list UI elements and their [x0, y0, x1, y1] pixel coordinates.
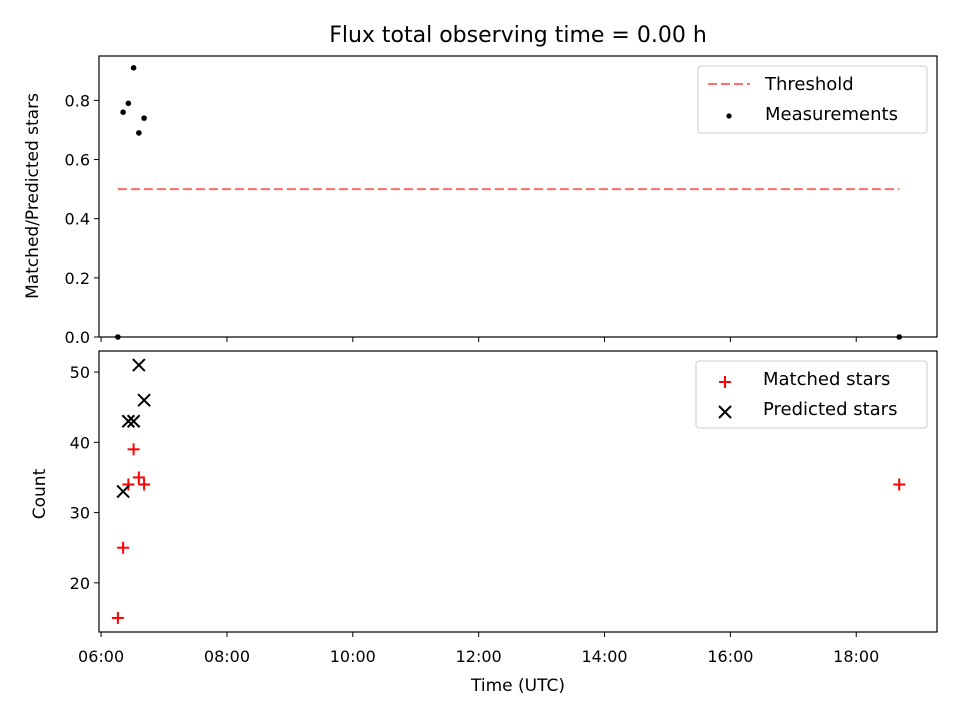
- bottom-y-tick-label: 20: [70, 574, 90, 593]
- x-tick-label: 06:00: [78, 647, 124, 666]
- top-plot-area: [115, 65, 903, 340]
- legend-measurements-swatch: [726, 113, 732, 119]
- measurement-point: [136, 130, 142, 136]
- bottom-y-tick-label: 30: [70, 504, 90, 523]
- matched-star-marker: [111, 611, 124, 624]
- predicted-star-marker: [137, 393, 151, 407]
- measurement-point: [115, 334, 121, 340]
- predicted-star-marker: [121, 414, 136, 428]
- top-y-tick-label: 0.6: [65, 151, 90, 170]
- bottom-y-axis-label: Count: [30, 468, 50, 519]
- measurement-point: [896, 334, 903, 340]
- matched-star-marker: [893, 478, 906, 491]
- matched-star-marker: [127, 443, 140, 456]
- predicted-star-marker: [126, 414, 141, 428]
- top-panel: 0.00.20.40.60.8 Matched/Predicted stars …: [23, 55, 938, 347]
- bottom-y-axis: 20 30 40 50: [70, 363, 99, 593]
- measurement-point: [120, 109, 126, 115]
- top-x-axis: [100, 337, 857, 342]
- measurement-point: [141, 115, 147, 121]
- x-tick-label: 12:00: [456, 647, 502, 666]
- top-y-tick-label: 0.0: [65, 328, 90, 347]
- legend-threshold-label: Threshold: [764, 74, 854, 95]
- legend-matched-swatch: [719, 376, 731, 388]
- measurement-point: [130, 65, 137, 71]
- top-panel-frame: [98, 55, 938, 338]
- matched-star-marker: [138, 478, 151, 491]
- x-tick-label: 16:00: [707, 647, 753, 666]
- top-y-tick-label: 0.8: [65, 91, 90, 110]
- predicted-star-marker: [132, 358, 146, 372]
- x-tick-label: 10:00: [330, 647, 376, 666]
- measurement-point: [125, 100, 132, 107]
- bottom-legend: Matched stars Predicted stars: [695, 360, 928, 429]
- top-y-tick-label: 0.2: [65, 269, 90, 288]
- bottom-legend-box: [695, 360, 928, 429]
- x-tick-label: 18:00: [833, 647, 879, 666]
- bottom-panel-frame: [98, 350, 938, 633]
- legend-measurements-label: Measurements: [765, 104, 898, 125]
- matched-star-marker: [132, 471, 145, 484]
- matched-star-marker: [122, 478, 135, 491]
- top-legend-box: [697, 65, 928, 134]
- predicted-star-marker: [116, 484, 130, 499]
- legend-predicted-label: Predicted stars: [763, 399, 897, 420]
- x-tick-label: 14:00: [581, 647, 627, 666]
- matched-star-marker: [117, 541, 130, 554]
- x-axis-label: Time (UTC): [470, 676, 565, 696]
- top-y-axis-label: Matched/Predicted stars: [23, 93, 43, 299]
- top-y-axis: 0.0 0.2 0.4 0.6 0.8: [65, 91, 99, 347]
- top-legend: Threshold Measurements: [697, 65, 928, 134]
- bottom-plot-area: [111, 358, 906, 624]
- legend-matched-label: Matched stars: [763, 369, 890, 390]
- bottom-x-axis: 06:00 08:00 10:00 12:00 14:00 16:00 18:00: [78, 632, 879, 666]
- top-y-tick-label: 0.4: [65, 210, 90, 229]
- x-tick-label: 08:00: [204, 647, 250, 666]
- legend-predicted-swatch: [718, 405, 732, 419]
- bottom-y-tick-label: 50: [70, 363, 90, 382]
- bottom-y-tick-label: 40: [70, 433, 90, 452]
- chart-title: Flux total observing time = 0.00 h: [329, 23, 707, 48]
- bottom-panel: 20 30 40 50 06:00 08:00 10:00 12:00 14:00 16:00 1…: [30, 350, 938, 666]
